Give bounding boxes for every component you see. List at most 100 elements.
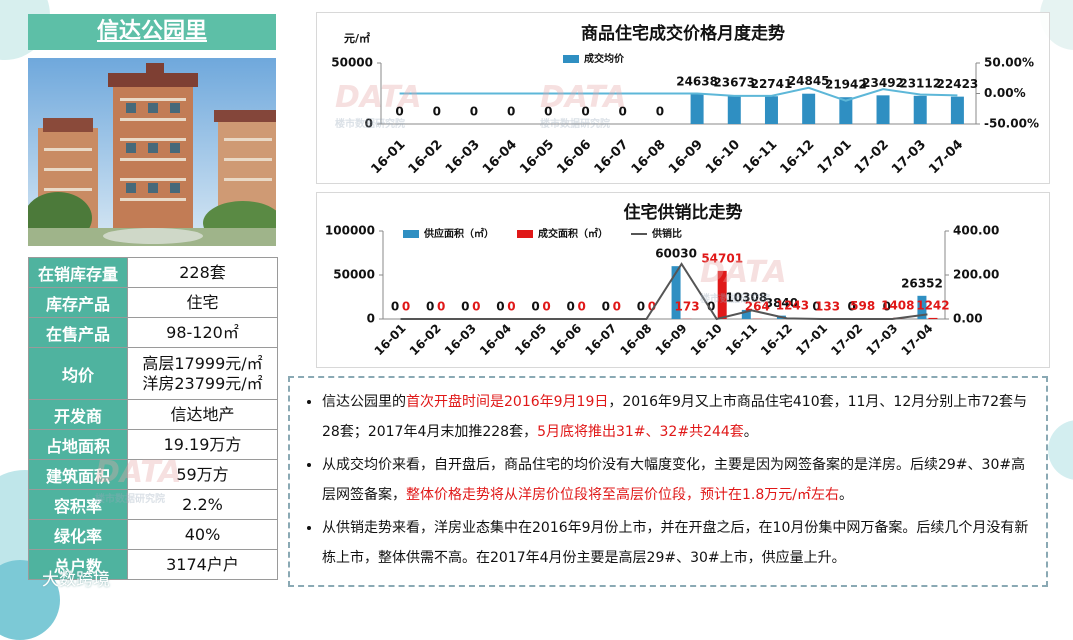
info-label: 建筑面积	[29, 460, 128, 490]
info-label: 容积率	[29, 490, 128, 520]
x-tick-label: 16-05	[512, 321, 549, 358]
legend-swatch	[403, 230, 419, 238]
data-label: 0	[395, 105, 403, 119]
data-label: 60030	[655, 247, 697, 261]
info-label: 均价	[29, 348, 128, 400]
chart-title: 商品住宅成交价格月度走势	[581, 23, 785, 44]
note-item: 从供销走势来看，洋房业态集中在2016年9月份上市，并在开盘之后，在10月份集中…	[322, 514, 1032, 573]
info-value-cell: 信达地产	[128, 400, 278, 430]
x-tick-label: 16-10	[703, 137, 743, 177]
data-label: 0	[470, 105, 478, 119]
y-tick-label: 50000	[333, 268, 375, 282]
legend-label: 成交均价	[584, 52, 625, 65]
info-value: 2.2%	[128, 495, 277, 515]
note-item: 信达公园里的首次开盘时间是2016年9月19日，2016年9月又上市商品住宅41…	[322, 388, 1032, 447]
data-label: 0	[402, 300, 410, 314]
data-label: 21942	[825, 78, 867, 92]
x-tick-label: 16-04	[480, 137, 520, 177]
x-tick-label: 16-11	[723, 321, 760, 358]
x-tick-label: 17-03	[889, 137, 929, 177]
x-tick-label: 16-06	[554, 137, 594, 177]
data-label: 24638	[676, 74, 718, 88]
info-value: 高层17999元/㎡	[128, 354, 277, 374]
legend-label: 供应面积（㎡）	[423, 227, 494, 240]
y2-tick-label: -50.00%	[984, 117, 1039, 131]
data-label: 0	[619, 105, 627, 119]
data-label: 1242	[916, 298, 949, 312]
legend-swatch	[563, 55, 579, 63]
info-value: 98-120㎡	[128, 323, 277, 343]
x-tick-label: 17-02	[852, 137, 892, 177]
info-value-cell: 19.19万方	[128, 430, 278, 460]
x-tick-label: 17-04	[899, 321, 936, 358]
data-label: 0	[637, 300, 645, 314]
bar	[802, 94, 815, 124]
x-tick-label: 17-03	[863, 321, 900, 358]
data-label: 26352	[901, 276, 943, 290]
x-tick-label: 16-06	[547, 321, 584, 358]
data-label: 0	[531, 300, 539, 314]
x-tick-label: 16-07	[582, 321, 619, 358]
bar	[765, 96, 778, 124]
note-text: 。	[744, 424, 758, 440]
price-chart: 商品住宅成交价格月度走势元/㎡050000-50.00%0.00%50.00%1…	[317, 13, 1049, 183]
note-text: 5月底将推出31#、32#共244套	[537, 424, 744, 440]
x-tick-label: 16-01	[372, 321, 409, 358]
y2-tick-label: 0.00%	[984, 86, 1026, 100]
data-label: 0	[461, 300, 469, 314]
y2-tick-label: 400.00	[953, 224, 999, 238]
info-value-cell: 2.2%	[128, 490, 278, 520]
info-value: 228套	[128, 263, 277, 283]
info-label: 占地面积	[29, 430, 128, 460]
data-label: 0	[544, 105, 552, 119]
x-tick-label: 16-03	[443, 137, 483, 177]
y2-tick-label: 0.00	[953, 312, 983, 326]
info-value-cell: 3174户户	[128, 550, 278, 580]
chart-title: 住宅供销比走势	[624, 202, 743, 223]
x-tick-label: 16-03	[442, 321, 479, 358]
info-value: 19.19万方	[128, 435, 277, 455]
info-value-cell: 228套	[128, 258, 278, 288]
y-tick-label: 0	[365, 117, 373, 131]
data-label: 22423	[937, 77, 979, 91]
data-label: 22741	[751, 77, 793, 91]
info-value-cell: 98-120㎡	[128, 318, 278, 348]
data-label: 0	[507, 300, 515, 314]
note-text: 从供销走势来看，洋房业态集中在2016年9月份上市，并在开盘之后，在10月份集中…	[322, 520, 1028, 566]
note-text: 首次开盘时间是2016年9月19日	[406, 394, 608, 410]
x-tick-label: 16-08	[618, 321, 655, 358]
x-tick-label: 16-11	[740, 137, 780, 177]
data-label: 0	[656, 105, 664, 119]
data-label: 1408	[881, 298, 914, 312]
info-value: 3174户户	[128, 555, 277, 575]
data-label: 598	[850, 299, 875, 313]
info-value-cell: 住宅	[128, 288, 278, 318]
info-row: 库存产品住宅	[29, 288, 278, 318]
data-label: 133	[815, 299, 840, 313]
note-text: 。	[839, 487, 853, 503]
info-label: 在销库存量	[29, 258, 128, 288]
info-value: 59万方	[128, 465, 277, 485]
data-label: 0	[507, 105, 515, 119]
bar	[728, 95, 741, 124]
bar	[718, 271, 727, 319]
x-tick-label: 16-12	[777, 137, 817, 177]
y2-tick-label: 50.00%	[984, 56, 1034, 70]
data-label: 0	[567, 300, 575, 314]
x-tick-label: 17-04	[926, 137, 966, 177]
x-tick-label: 16-07	[592, 137, 632, 177]
data-label: 0	[437, 300, 445, 314]
data-label: 0	[433, 105, 441, 119]
data-label: 1243	[776, 298, 809, 312]
x-tick-label: 16-09	[666, 137, 706, 177]
data-label: 0	[602, 300, 610, 314]
note-text: 整体价格走势将从洋房价位段将至高层价位段，预计在1.8万元/㎡左右	[406, 487, 839, 503]
data-label: 173	[675, 299, 700, 313]
